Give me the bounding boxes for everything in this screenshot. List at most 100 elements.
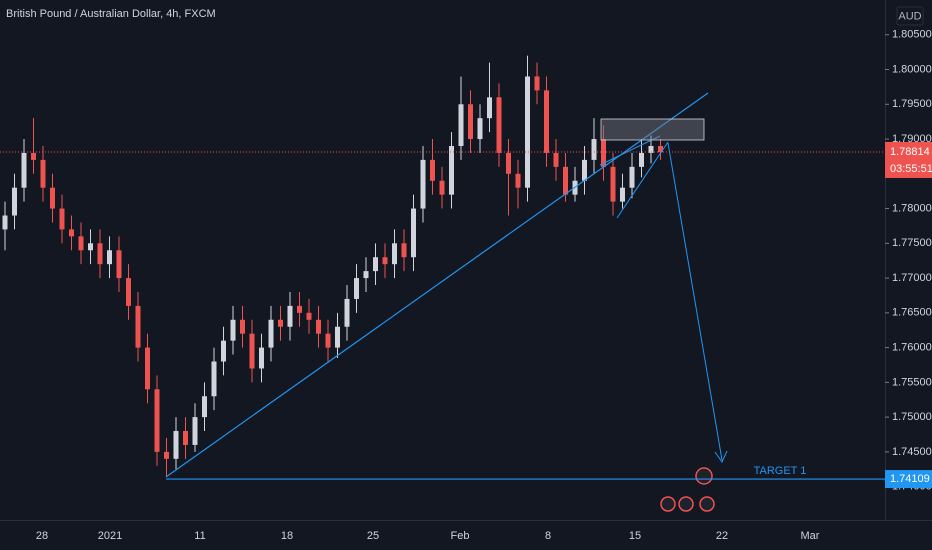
y-tick-label: 1.74500 <box>892 446 932 458</box>
candle-body <box>211 361 217 397</box>
candle-body <box>658 145 663 153</box>
candle-body <box>240 319 245 334</box>
candle-body <box>411 208 416 258</box>
y-tick-label: 1.76500 <box>892 307 932 319</box>
y-tick-label: 1.79000 <box>892 133 932 145</box>
wedge-line <box>616 141 669 219</box>
candle-body <box>268 319 274 348</box>
candle-body <box>173 431 179 459</box>
candle-body <box>88 243 93 251</box>
target-price-box <box>885 470 932 489</box>
candle-body <box>278 319 283 327</box>
candle-body <box>420 159 426 209</box>
y-tick-label: 1.80000 <box>892 63 932 75</box>
candle-body <box>154 389 160 452</box>
candle-body <box>382 257 388 265</box>
event-icon[interactable] <box>660 496 676 512</box>
x-tick-label: Feb <box>451 530 470 542</box>
candle-body <box>373 257 378 272</box>
candle-body <box>458 104 464 146</box>
candle-body <box>316 319 321 334</box>
candle-body <box>439 180 445 195</box>
candle-body <box>563 166 568 195</box>
candle-body <box>31 152 36 160</box>
candle-body <box>135 305 141 348</box>
x-tick-label: 11 <box>194 530 205 542</box>
candle-body <box>354 278 359 299</box>
candle-body <box>591 139 597 160</box>
countdown-label: 03:55:51 <box>890 163 932 175</box>
candles <box>2 55 663 477</box>
candle-body <box>335 326 340 348</box>
last-price-box <box>885 141 932 178</box>
y-tick-label: 1.75500 <box>892 376 932 388</box>
candle-body <box>2 215 8 230</box>
y-tick-label: 1.78000 <box>892 202 932 214</box>
candle-body <box>164 451 169 459</box>
candle-body <box>449 145 454 195</box>
candle-body <box>506 152 511 174</box>
x-tick-label: Mar <box>801 530 820 542</box>
chart-title: British Pound / Australian Dollar, 4h, F… <box>6 8 216 20</box>
y-tick-label: 1.79500 <box>892 98 932 110</box>
candle-body <box>107 250 112 265</box>
candle-body <box>639 152 644 167</box>
candle-body <box>183 431 188 445</box>
event-icon[interactable] <box>699 496 715 512</box>
x-tick-label: 18 <box>281 530 293 542</box>
y-tick-label: 1.76000 <box>892 341 932 353</box>
event-icon[interactable] <box>678 496 694 512</box>
event-icons <box>660 467 715 512</box>
candle-body <box>534 76 540 91</box>
candle-body <box>12 187 17 216</box>
candle-body <box>259 347 264 369</box>
candle-body <box>648 145 654 153</box>
candle-body <box>69 229 74 237</box>
candle-body <box>145 347 150 390</box>
candle-body <box>477 118 483 140</box>
candle-body <box>344 298 350 327</box>
event-icon[interactable] <box>695 467 713 485</box>
y-tick-label: 1.77000 <box>892 272 932 284</box>
candle-body <box>78 236 84 251</box>
candle-body <box>525 76 530 188</box>
y-tick-label: 1.80500 <box>892 29 932 41</box>
candle-body <box>40 159 46 188</box>
candle-body <box>287 305 293 327</box>
last-price-label: 1.78814 <box>890 146 930 158</box>
candle-body <box>249 333 255 369</box>
x-tick-label: 28 <box>36 530 48 542</box>
candle-body <box>601 139 606 167</box>
candle-body <box>629 166 635 188</box>
x-tick-label: 2021 <box>98 530 122 542</box>
candle-body <box>496 97 502 153</box>
candle-body <box>363 271 369 279</box>
x-tick-label: 22 <box>716 530 728 542</box>
candle-body <box>59 208 65 230</box>
projection-arrow <box>667 142 723 461</box>
candle-body <box>610 166 616 202</box>
candle-body <box>126 278 131 306</box>
target-label: TARGET 1 <box>754 465 807 477</box>
candle-body <box>325 333 331 348</box>
candle-body <box>116 250 122 279</box>
candle-body <box>221 340 226 362</box>
candle-body <box>515 173 521 188</box>
candle-body <box>487 97 492 119</box>
candle-body <box>401 243 407 258</box>
target-price-label: 1.74109 <box>890 473 930 485</box>
candle-body <box>392 243 397 265</box>
candle-body <box>21 152 27 188</box>
y-tick-label: 1.77500 <box>892 237 932 249</box>
candle-body <box>230 319 236 341</box>
candle-body <box>620 187 625 202</box>
candle-body <box>544 90 549 153</box>
arrow-head <box>714 450 728 464</box>
candle-body <box>192 417 198 445</box>
candle-body <box>50 187 55 209</box>
candle-body <box>468 104 473 140</box>
x-tick-label: 8 <box>545 530 551 542</box>
